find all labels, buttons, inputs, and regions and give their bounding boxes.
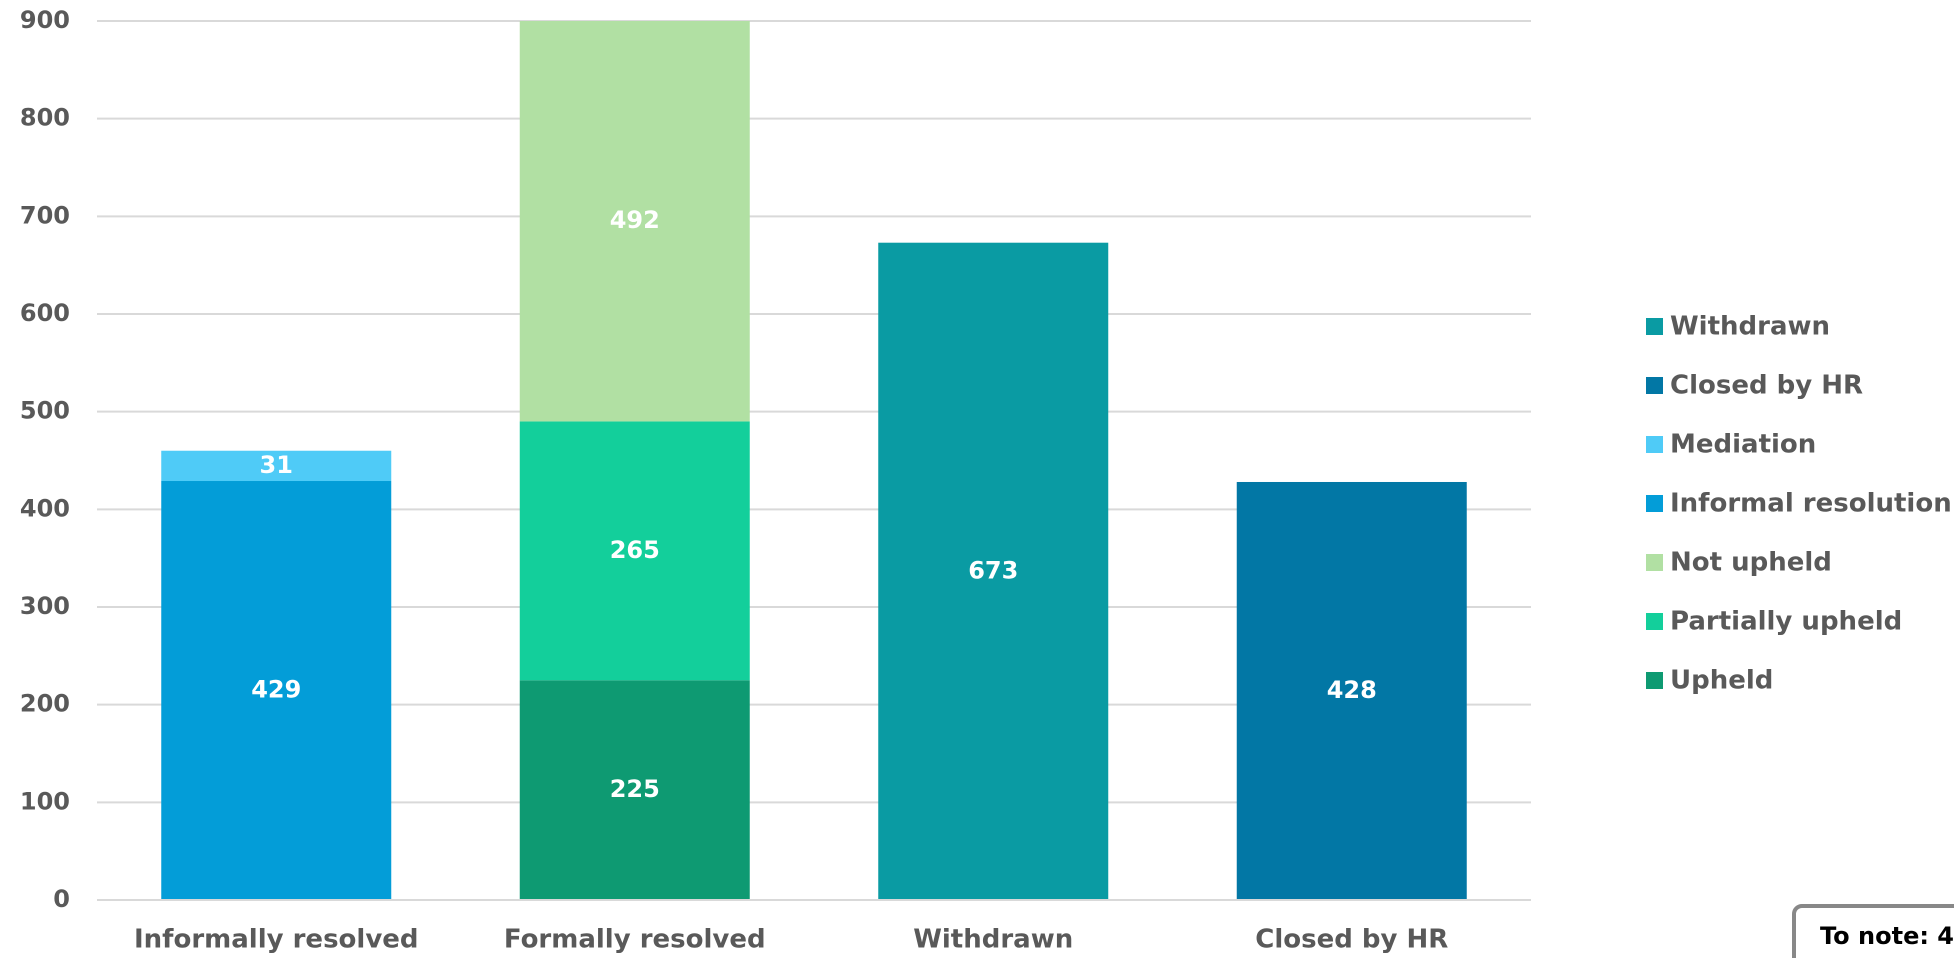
legend-swatch <box>1646 495 1663 512</box>
x-tick-label: Formally resolved <box>504 925 766 955</box>
legend-label: Upheld <box>1670 666 1773 696</box>
data-label: 673 <box>968 556 1018 584</box>
legend-label: Closed by HR <box>1670 371 1863 401</box>
bar-segment <box>519 21 750 422</box>
x-tick-label: Withdrawn <box>913 925 1073 955</box>
data-label: 31 <box>260 451 293 479</box>
data-label: 428 <box>1327 676 1377 704</box>
bar-segment <box>161 450 392 482</box>
bar-segment <box>519 680 750 900</box>
x-tick-label: Closed by HR <box>1255 925 1448 955</box>
y-tick-label: 300 <box>20 592 70 620</box>
bar-segment <box>1236 481 1467 900</box>
legend-swatch <box>1646 672 1663 689</box>
x-tick-label: Informally resolved <box>134 925 419 955</box>
legend-label: Mediation <box>1670 430 1816 460</box>
y-tick-label: 500 <box>20 397 70 425</box>
note-box <box>1792 904 1954 958</box>
y-tick-label: 200 <box>20 690 70 718</box>
legend-swatch <box>1646 436 1663 453</box>
data-label: 429 <box>251 676 301 704</box>
data-label: 265 <box>610 536 660 564</box>
data-label: 492 <box>610 206 660 234</box>
y-tick-label: 100 <box>20 787 70 815</box>
y-tick-label: 900 <box>20 6 70 34</box>
legend-swatch <box>1646 554 1663 571</box>
bar-segment <box>878 242 1109 900</box>
y-tick-label: 800 <box>20 104 70 132</box>
bar-segment <box>161 481 392 900</box>
y-tick-label: 600 <box>20 299 70 327</box>
legend-swatch <box>1646 318 1663 335</box>
bars <box>161 21 1467 900</box>
y-tick-label: 400 <box>20 494 70 522</box>
legend-label: Withdrawn <box>1670 312 1830 342</box>
legend-label: Not upheld <box>1670 548 1832 578</box>
legend-label: Informal resolution <box>1670 489 1952 519</box>
bar-segment <box>519 421 750 681</box>
y-tick-label: 700 <box>20 201 70 229</box>
legend-swatch <box>1646 377 1663 394</box>
legend-swatch <box>1646 613 1663 630</box>
y-tick-label: 0 <box>53 885 70 913</box>
note-text: To note: 4 <box>1820 922 1954 950</box>
legend-label: Partially upheld <box>1670 607 1902 637</box>
data-label: 225 <box>610 775 660 803</box>
